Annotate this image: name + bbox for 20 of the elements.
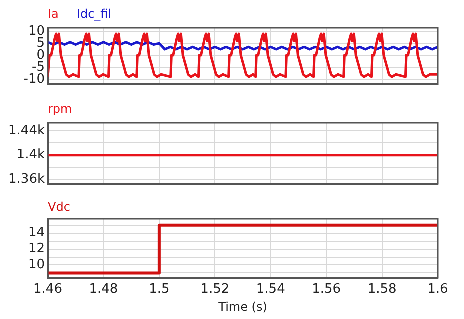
x-tick-label: 1.6: [428, 282, 448, 298]
x-tick-label: 1.48: [89, 282, 118, 298]
y-tick-label: 1.36k: [8, 172, 46, 188]
series-label: Idc_fil: [76, 7, 112, 21]
y-tick-label: 1.4k: [16, 148, 46, 163]
y-tick-label: 10: [28, 258, 45, 273]
x-tick-label: 1.52: [200, 282, 230, 298]
text: Vdc: [48, 200, 70, 214]
y-tick-label: 1.44k: [8, 123, 46, 138]
y-tick-label: 12: [28, 242, 45, 257]
x-tick-label: 1.5: [149, 282, 170, 298]
series-label: Ia: [48, 7, 59, 21]
x-tick-label: 1.46: [34, 282, 62, 298]
line-series: [48, 32, 438, 78]
x-tick-label: 1.54: [256, 282, 286, 298]
x-tick-label: 1.56: [312, 282, 342, 298]
x-tick-label: 1.58: [368, 282, 397, 298]
x-axis-title: Time (s): [218, 300, 268, 314]
y-tick-label: 14: [28, 226, 45, 241]
text: rpm: [48, 102, 72, 116]
